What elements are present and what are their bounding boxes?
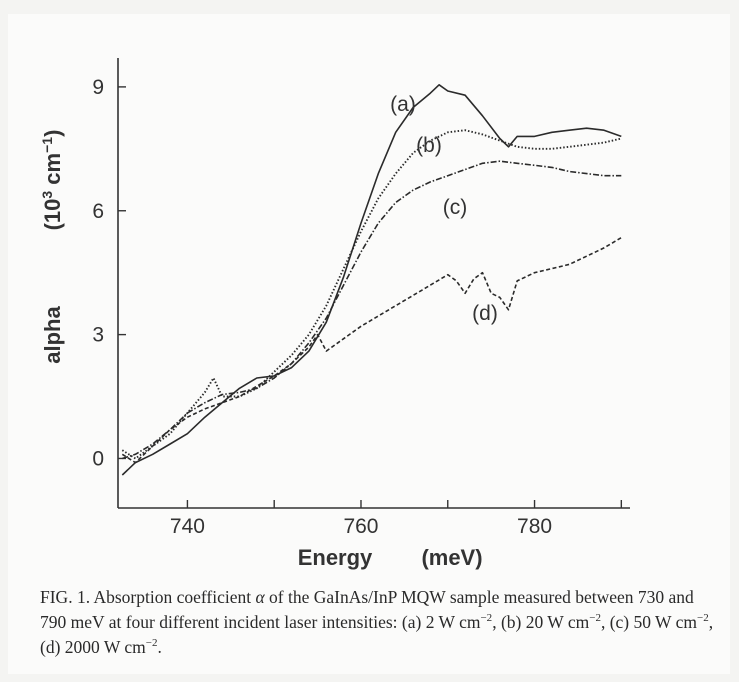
y-tick-label: 9: [92, 76, 104, 99]
series-line-c: [122, 160, 622, 460]
series-label-c: (c): [443, 196, 468, 219]
y-axis-unit-part: −1: [39, 137, 55, 153]
y-tick-label: 3: [92, 324, 104, 347]
figure-caption: FIG. 1. Absorption coefficient α of the …: [40, 585, 720, 660]
x-axis-title: Energy: [298, 545, 373, 570]
y-axis-unit-part: (10: [40, 199, 65, 231]
caption-part-6: .: [157, 637, 162, 657]
x-tick-label: 780: [517, 515, 552, 538]
series-label-a: (a): [390, 93, 416, 116]
series-line-d: [121, 236, 622, 464]
series-label-d: (d): [472, 302, 498, 325]
caption-part-1: FIG. 1. Absorption coefficient: [40, 587, 256, 607]
caption-exponent-4: −2: [145, 637, 158, 650]
y-axis-unit-part: ): [40, 130, 65, 137]
caption-part-5: , (d) 2000 W cm: [40, 612, 714, 657]
caption-part-2: of the GaInAs/InP MQW sample measured be…: [40, 587, 694, 632]
caption-exponent-3: −2: [697, 612, 709, 625]
caption-exponent-1: −2: [480, 612, 493, 625]
x-tick-label: 740: [170, 515, 205, 538]
y-axis-title: alpha: [40, 306, 65, 364]
series-line-a: [121, 84, 622, 476]
series-label-b: (b): [416, 134, 442, 157]
caption-alpha-symbol: α: [255, 587, 265, 607]
x-tick-label: 760: [343, 515, 378, 538]
caption-part-3: , (b) 20 W cm: [492, 612, 590, 632]
caption-part-4: , (c) 50 W cm: [600, 612, 698, 632]
paper-sheet: [8, 14, 730, 674]
y-tick-label: 6: [92, 200, 104, 223]
caption-exponent-2: −2: [589, 612, 601, 625]
y-axis-unit: (103 cm−1): [39, 130, 65, 231]
x-axis-unit: (meV): [421, 545, 482, 570]
series-line-b: [121, 129, 622, 460]
y-axis-unit-part: 3: [39, 191, 55, 199]
y-tick-label: 0: [92, 447, 104, 470]
y-axis-unit-part: cm: [40, 153, 65, 191]
